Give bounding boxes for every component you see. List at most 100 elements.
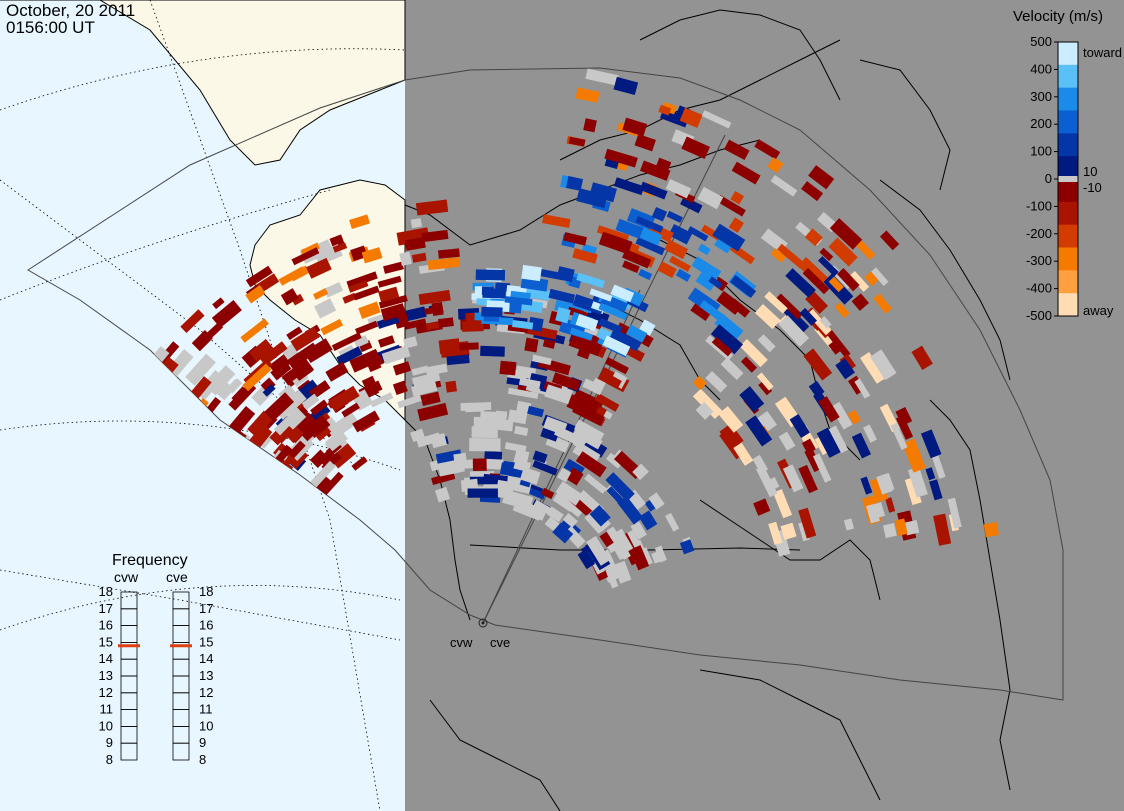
scatter-cell (932, 455, 946, 479)
scatter-cell (885, 497, 896, 513)
scatter-cell (342, 292, 357, 304)
scatter-cell (666, 210, 683, 223)
scatter-cell (869, 477, 889, 503)
scatter-cell (607, 375, 622, 390)
scatter-cell (651, 206, 668, 222)
scatter-cell (807, 308, 832, 336)
scatter-cell (617, 495, 644, 525)
scatter-cell (411, 252, 427, 263)
scatter-cell (415, 199, 449, 216)
scatter-cell (290, 326, 321, 352)
scatter-cell (518, 377, 541, 389)
scatter-cell (313, 288, 329, 300)
scatter-cell (242, 363, 272, 392)
scatter-cell (904, 519, 920, 536)
scatter-cell (594, 393, 620, 412)
scatter-cell (828, 425, 849, 454)
scatter-cell (690, 299, 714, 322)
scatter-cell (569, 327, 594, 341)
scatter-cell (907, 466, 928, 498)
scatter-cell (568, 333, 603, 357)
scatter-cell (504, 296, 533, 306)
scatter-cell (920, 429, 942, 459)
scatter-cell (568, 136, 586, 147)
scatter-cell (680, 196, 703, 214)
scatter-cell (565, 176, 584, 191)
scatter-cell (778, 315, 810, 347)
scatter-cell (482, 288, 506, 299)
scatter-cell (731, 161, 761, 185)
scatter-cell (524, 337, 539, 353)
scatter-cell (437, 458, 465, 477)
scatter-cell (799, 307, 817, 326)
scatter-cell (714, 238, 732, 254)
scatter-cell (598, 302, 628, 321)
colorbar-tick-label: -400 (1026, 281, 1052, 296)
scatter-cell (754, 303, 781, 330)
scatter-cell (351, 456, 368, 471)
colorbar-segment (1058, 179, 1078, 203)
frequency-scale-label: 14 (199, 651, 213, 666)
scatter-cell (871, 267, 889, 287)
colorbar-tick-label: 0 (1045, 171, 1052, 186)
scatter-cell (262, 384, 276, 397)
scatter-cell (605, 452, 623, 469)
scatter-cell (639, 181, 668, 200)
scatter-cell (378, 286, 400, 303)
scatter-cell (635, 216, 664, 233)
scatter-cell (801, 438, 816, 454)
scatter-cell (460, 402, 492, 411)
scatter-cell (420, 391, 441, 406)
scatter-cell (828, 237, 858, 267)
scatter-cell (326, 411, 359, 440)
scatter-cell (876, 473, 893, 495)
colorbar-tick-label: -100 (1026, 198, 1052, 213)
scatter-cell (894, 518, 908, 536)
scatter-cell (557, 467, 572, 483)
colorbar-tick-label: 200 (1030, 116, 1052, 131)
colorbar-segment (1058, 87, 1078, 111)
scatter-cell (469, 437, 501, 452)
scatter-cell (410, 428, 426, 442)
scatter-cell (634, 134, 656, 152)
radar-field-of-view (27, 67, 1064, 701)
scatter-cell (733, 442, 754, 466)
scatter-cell (521, 264, 542, 282)
scatter-cell (446, 354, 470, 366)
scatter-cell (603, 563, 619, 589)
scatter-cell (651, 551, 662, 564)
scatter-cell (328, 385, 360, 412)
colorbar-tick-label: 500 (1030, 34, 1052, 49)
scatter-cell (604, 357, 629, 375)
scatter-cell (377, 275, 402, 288)
scatter-cell (404, 236, 426, 251)
scatter-cell (575, 87, 600, 103)
frequency-scale-label: 16 (199, 618, 213, 633)
scatter-cell (705, 371, 728, 393)
scatter-cell (756, 411, 777, 433)
colorbar-segment (1058, 270, 1078, 294)
scatter-cell (212, 297, 225, 310)
scatter-cell (632, 463, 649, 481)
scatter-cell (403, 336, 418, 349)
scatter-cell (378, 294, 408, 309)
scatter-cell (288, 440, 306, 459)
scatter-cell (755, 465, 778, 498)
scatter-cell (638, 510, 658, 531)
scatter-cell (430, 433, 447, 449)
scatter-cell (847, 409, 861, 425)
scatter-cell (658, 104, 672, 116)
night-shade (405, 0, 1124, 811)
colorbar-inner-neg: -10 (1083, 180, 1102, 195)
scatter-cell (426, 321, 443, 330)
scatter-cell (895, 406, 913, 426)
colorbar-tick-label: 400 (1030, 61, 1052, 76)
colorbar-ground-scatter (1058, 176, 1078, 182)
scatter-cell (280, 288, 299, 306)
frequency-scale-label: 8 (106, 752, 113, 767)
scatter-cell (925, 467, 936, 481)
scatter-cell (864, 270, 880, 286)
scatter-cell (548, 288, 576, 304)
scatter-cell (679, 539, 695, 555)
scatter-cell (411, 380, 438, 397)
